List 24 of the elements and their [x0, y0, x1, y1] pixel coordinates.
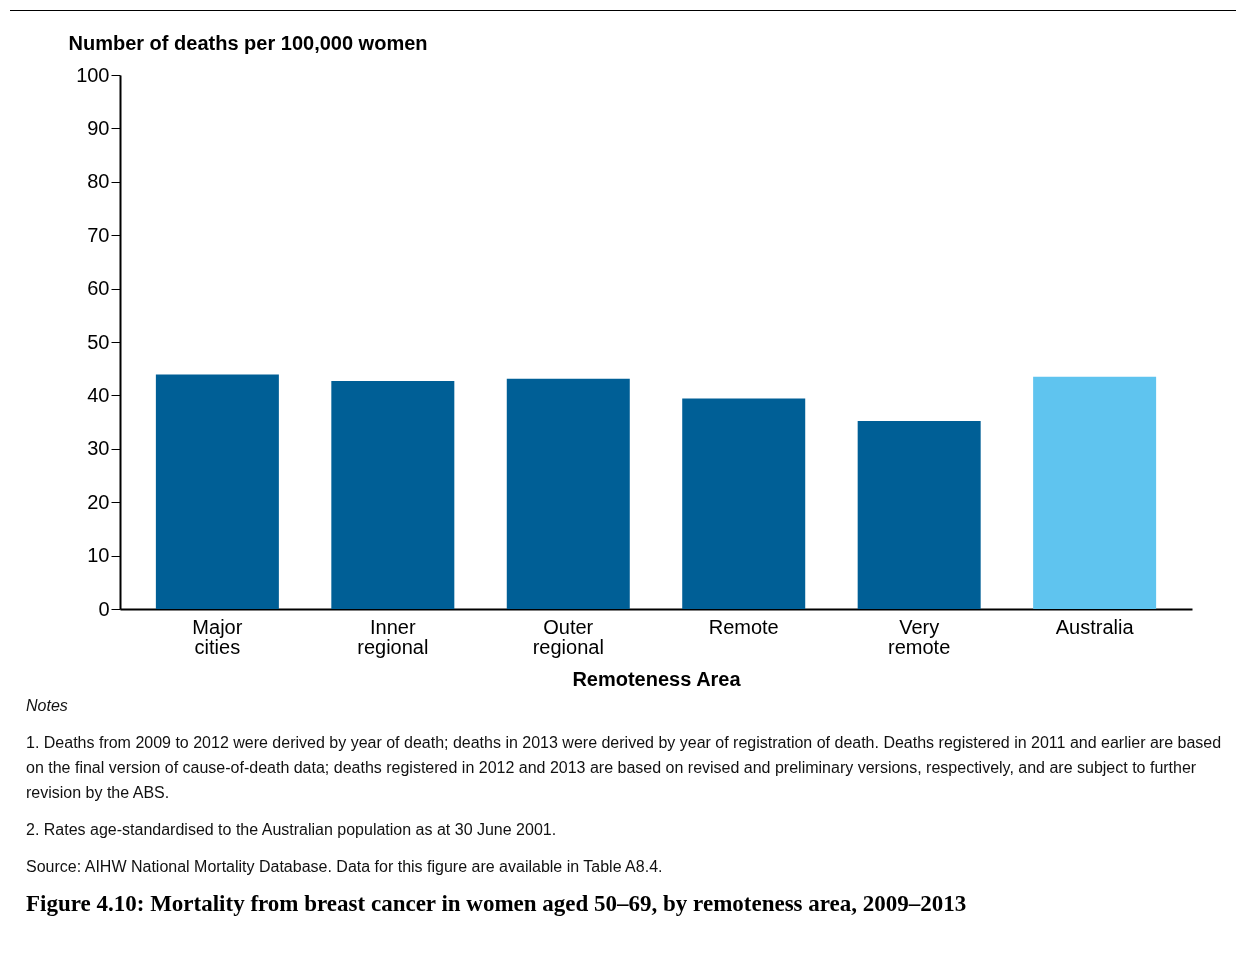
- source-note: Source: AIHW National Mortality Database. Data for this figure are available in Table A8.4.: [26, 857, 664, 877]
- y-tick-label: 100: [76, 63, 110, 86]
- y-axis-title: Number of deaths per 100,000 women: [68, 31, 428, 54]
- y-tick-label: 10: [87, 544, 110, 567]
- x-axis-title: Remoteness Area: [572, 667, 742, 690]
- y-tick-label: 20: [87, 490, 110, 513]
- y-tick-label: 40: [87, 383, 110, 406]
- y-tick-label: 60: [87, 277, 110, 300]
- y-tick-label: 50: [87, 330, 110, 353]
- y-tick-label: 70: [87, 223, 110, 246]
- x-tick-label: Australia: [1055, 615, 1135, 638]
- x-tick-label: Major cities: [192, 615, 243, 658]
- x-tick-label: Very remote: [888, 615, 951, 658]
- y-tick-label: 0: [98, 597, 110, 620]
- x-tick-label: Remote: [708, 615, 779, 638]
- text: 1. Deaths from 2009 to 2012 were derived by year of death; deaths in 2013 were derived by year of registration of death. Deaths registered in 2011 and earlier are based on the final version of cause-of-death data; deaths registered in 2012 and 2013 are based on revised and preliminary versions, respectively, and are subject to further revision by the ABS.: [26, 733, 1223, 803]
- text: Notes: [26, 696, 69, 716]
- x-tick-label: Inner regional: [357, 615, 429, 658]
- y-tick-label: 90: [87, 116, 110, 139]
- y-tick-label: 30: [87, 437, 110, 460]
- y-tick-label: 80: [87, 170, 110, 193]
- text: Figure 4.10: Mortality from breast cancer in women aged 50–69, by remoteness area, 2009–2013: [25, 891, 968, 917]
- text: 2. Rates age-standardised to the Australian population as at 30 June 2001.: [26, 820, 558, 840]
- x-tick-label: Outer regional: [532, 615, 604, 658]
